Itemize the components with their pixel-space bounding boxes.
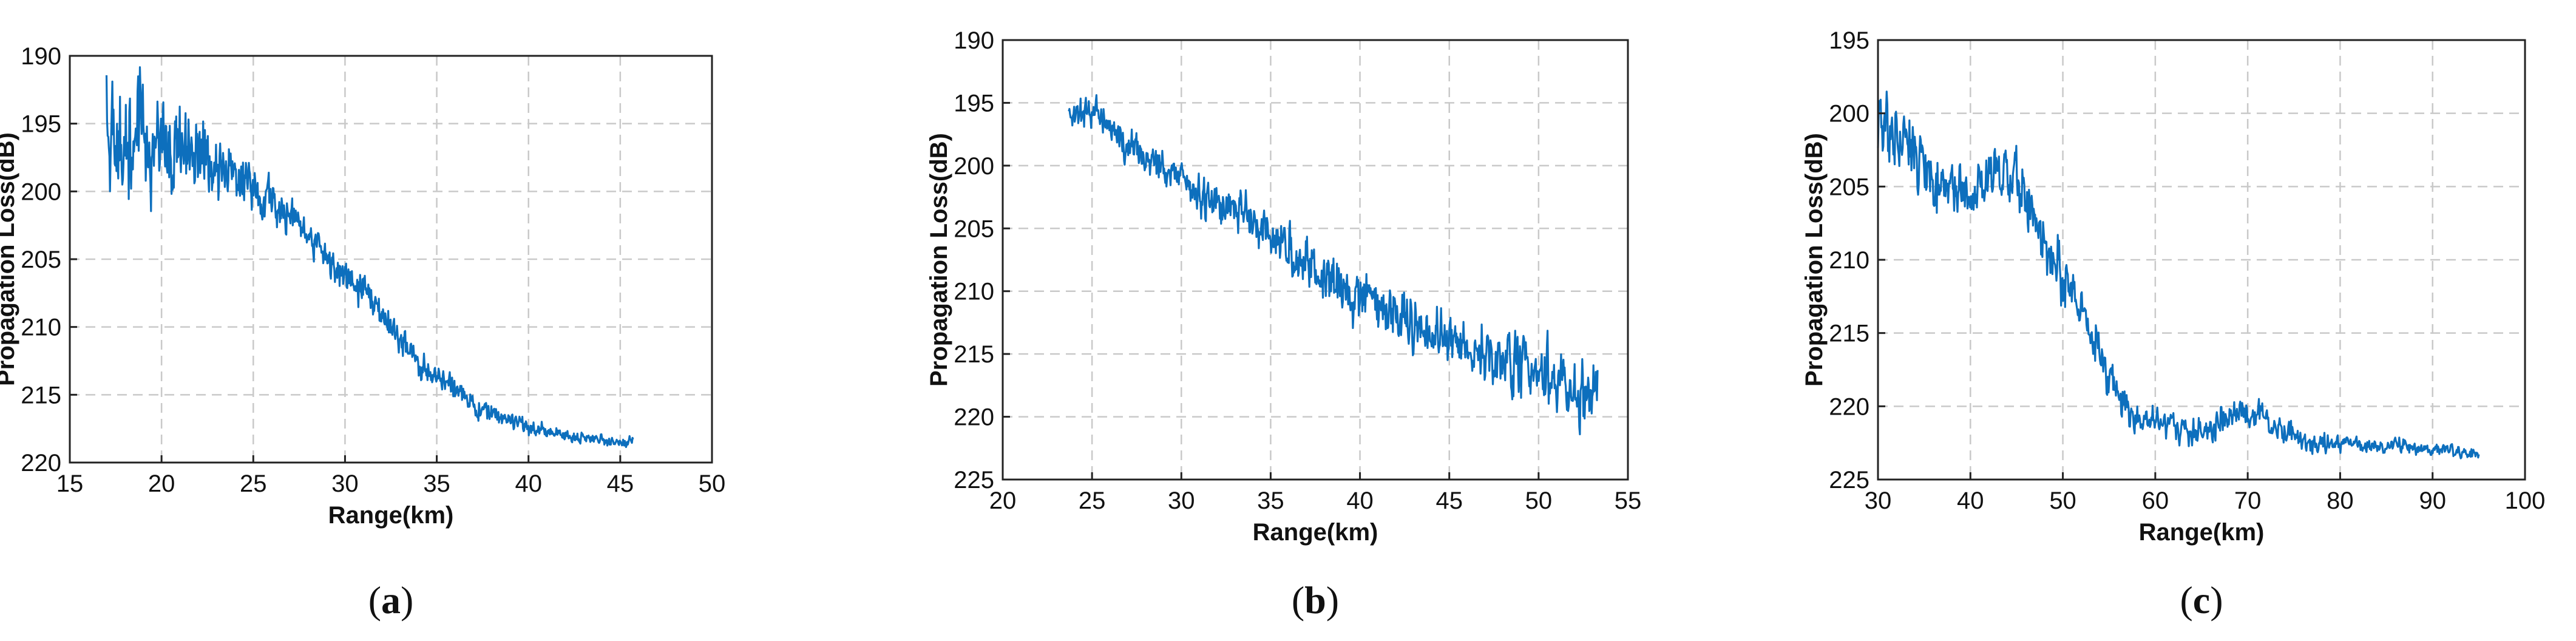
series-line-group (1877, 90, 2480, 460)
x-tick-label: 45 (1435, 487, 1463, 514)
series-line (105, 66, 634, 449)
series-line (1877, 90, 2480, 460)
y-tick-label: 210 (21, 314, 61, 341)
x-tick-label: 30 (1168, 487, 1195, 514)
panel-caption: (a) (368, 578, 414, 622)
caption-letter: b (1304, 578, 1326, 622)
x-axis-label: Range(km) (1253, 519, 1378, 546)
y-tick-label: 200 (1829, 101, 1869, 127)
y-tick-label: 195 (954, 90, 994, 117)
caption-close-paren: ) (401, 578, 413, 622)
caption-open-paren: ( (1292, 578, 1304, 622)
y-tick-label: 195 (21, 111, 61, 138)
y-tick-label: 210 (954, 279, 994, 305)
x-tick-label: 20 (989, 487, 1017, 514)
caption-open-paren: ( (2180, 578, 2192, 622)
y-tick-label: 205 (1829, 174, 1869, 200)
y-tick-label: 220 (1829, 393, 1869, 420)
caption-close-paren: ) (2210, 578, 2223, 622)
y-axis-label: Propagation Loss(dB) (926, 133, 952, 387)
panel-caption: (c) (2180, 578, 2223, 622)
grid-lines (1878, 40, 2525, 480)
grid-lines (1003, 40, 1628, 480)
caption-letter: a (381, 578, 401, 622)
x-tick-label: 30 (331, 470, 359, 497)
series-line-group (1068, 94, 1599, 436)
y-tick-label: 225 (954, 467, 994, 493)
series-line (1068, 94, 1599, 436)
y-tick-label: 205 (21, 246, 61, 273)
caption-open-paren: ( (368, 578, 381, 622)
x-tick-label: 50 (699, 470, 726, 497)
y-tick-label: 215 (21, 382, 61, 409)
y-tick-label: 200 (21, 178, 61, 205)
y-tick-label: 190 (954, 27, 994, 54)
panel-caption: (b) (1292, 578, 1339, 622)
x-tick-label: 25 (1079, 487, 1106, 514)
x-tick-label: 60 (2142, 487, 2169, 514)
y-axis-label: Propagation Loss(dB) (0, 132, 19, 386)
caption-letter: c (2193, 578, 2210, 622)
x-axis-label: Range(km) (328, 502, 454, 529)
y-tick-label: 220 (954, 404, 994, 431)
y-tick-label: 195 (1829, 27, 1869, 54)
y-tick-label: 190 (21, 43, 61, 70)
y-tick-label: 225 (1829, 467, 1869, 493)
y-tick-label: 205 (954, 215, 994, 242)
chart-panel-b: 20 25 30 35 40 45 50 55 190 195 200 205 210 215 220 225… (926, 27, 1641, 622)
tick-labels: 15 20 25 30 35 40 45 50 190 195 200 205 210 215 220 (21, 43, 725, 497)
y-tick-label: 220 (21, 450, 61, 477)
x-tick-label: 70 (2234, 487, 2262, 514)
x-tick-label: 50 (2049, 487, 2076, 514)
x-tick-label: 30 (1865, 487, 1892, 514)
x-tick-label: 15 (56, 470, 84, 497)
x-tick-label: 80 (2327, 487, 2354, 514)
x-tick-label: 35 (1257, 487, 1284, 514)
x-tick-label: 55 (1615, 487, 1642, 514)
x-axis-label: Range(km) (2139, 519, 2265, 546)
y-tick-label: 200 (954, 153, 994, 180)
x-tick-label: 40 (1346, 487, 1374, 514)
y-tick-label: 210 (1829, 247, 1869, 274)
chart-panel-a: 15 20 25 30 35 40 45 50 190 195 200 205 210 215 220 Ra… (0, 43, 725, 622)
x-tick-label: 25 (240, 470, 267, 497)
plot-frame (1002, 39, 1629, 481)
x-tick-label: 20 (148, 470, 175, 497)
x-tick-label: 35 (423, 470, 450, 497)
y-tick-label: 215 (1829, 320, 1869, 347)
y-axis-label: Propagation Loss(dB) (1801, 133, 1828, 387)
x-tick-label: 50 (1525, 487, 1553, 514)
x-tick-label: 40 (1957, 487, 1984, 514)
caption-close-paren: ) (1326, 578, 1339, 622)
series-line-group (105, 66, 634, 449)
x-tick-label: 40 (515, 470, 542, 497)
y-tick-label: 215 (954, 341, 994, 368)
x-tick-label: 45 (607, 470, 634, 497)
chart-panel-c: 30 40 50 60 70 80 90 100 195 200 205 210 215 220 225 R… (1801, 27, 2545, 622)
tick-labels: 30 40 50 60 70 80 90 100 195 200 205 210 215 220 225 (1829, 27, 2545, 514)
x-tick-label: 100 (2505, 487, 2546, 514)
x-tick-label: 90 (2419, 487, 2446, 514)
tick-labels: 20 25 30 35 40 45 50 55 190 195 200 205 210 215 220 225 (954, 27, 1641, 514)
